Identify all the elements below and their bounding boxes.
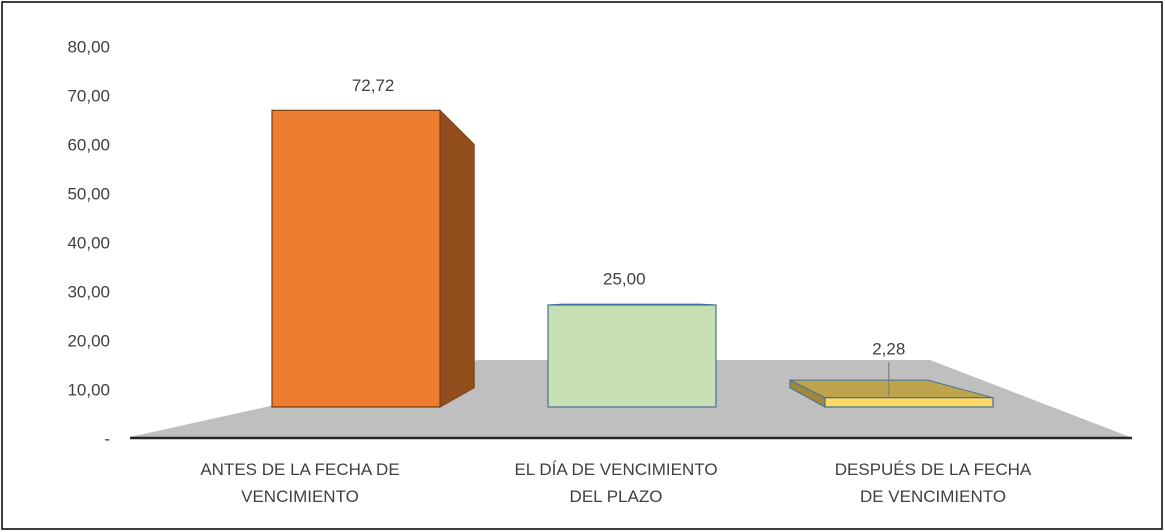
y-tick-label: 70,00 <box>67 86 110 105</box>
y-tick-label: 60,00 <box>67 135 110 154</box>
y-tick-label: 20,00 <box>67 331 110 350</box>
x-tick-label: EL DÍA DE VENCIMIENTO DEL PLAZO <box>514 460 718 506</box>
y-tick-label: 80,00 <box>67 37 110 56</box>
x-tick-label: ANTES DE LA FECHA DE VENCIMIENTO <box>200 460 400 506</box>
y-tick-label: 50,00 <box>67 184 110 203</box>
bar <box>271 109 441 408</box>
value-label: 25,00 <box>603 270 646 289</box>
y-tick-label: 10,00 <box>67 380 110 399</box>
bar <box>547 304 717 408</box>
value-label: 2,28 <box>872 340 905 359</box>
x-tick-label: DESPUÉS DE LA FECHA DE VENCIMIENTO <box>834 460 1032 506</box>
y-tick-label: 40,00 <box>67 233 110 252</box>
value-label: 72,72 <box>352 76 395 95</box>
y-tick-label: 30,00 <box>67 282 110 301</box>
y-tick-label: - <box>104 429 110 448</box>
bar-side <box>439 109 475 408</box>
bar <box>824 397 994 408</box>
